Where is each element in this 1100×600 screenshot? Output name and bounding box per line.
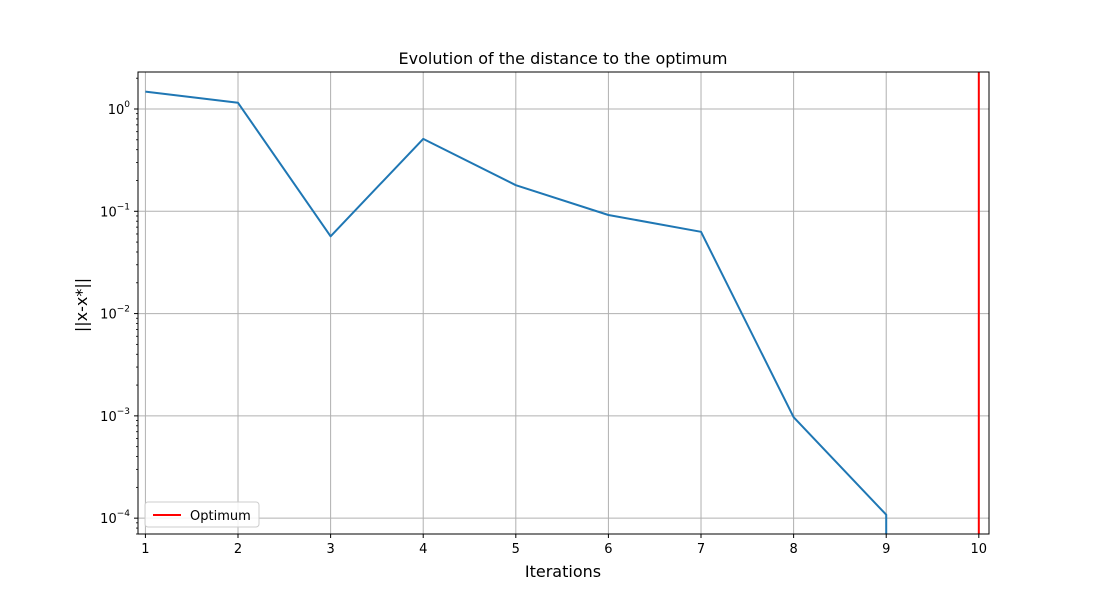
x-tick-label: 3 xyxy=(326,542,334,557)
series-lines xyxy=(145,90,888,534)
chart-title: Evolution of the distance to the optimum xyxy=(399,49,728,68)
legend-label: Optimum xyxy=(190,509,251,524)
y-axis-label: ||x-x*|| xyxy=(72,278,91,332)
x-tick-label: 10 xyxy=(971,542,988,557)
x-tick-label: 6 xyxy=(604,542,612,557)
plot-frame xyxy=(137,71,990,535)
x-tick-label: 4 xyxy=(419,542,427,557)
x-tick-label: 8 xyxy=(789,542,797,557)
legend: Optimum xyxy=(144,501,260,528)
x-tick-label: 7 xyxy=(697,542,705,557)
x-tick-label: 2 xyxy=(234,542,242,557)
x-tick-label: 9 xyxy=(882,542,890,557)
x-axis-label: Iterations xyxy=(525,562,601,581)
x-tick-label: 5 xyxy=(512,542,520,557)
legend-box xyxy=(144,501,260,528)
series-line xyxy=(145,90,888,534)
x-tick-label: 1 xyxy=(141,542,149,557)
x-axis-ticks: 1 2 3 4 5 6 7 8 9 10 xyxy=(141,534,987,557)
